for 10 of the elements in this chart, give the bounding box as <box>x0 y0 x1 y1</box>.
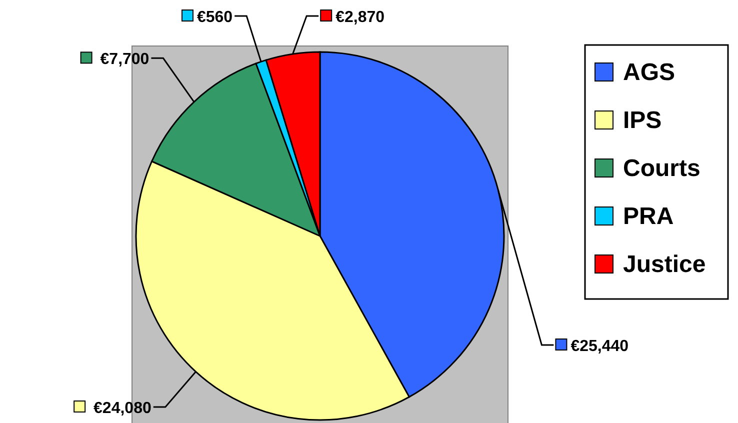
data-label: €24,080 <box>94 400 152 417</box>
legend-label: AGS <box>623 59 676 86</box>
data-label: €2,870 <box>336 9 385 26</box>
data-label: €7,700 <box>100 51 150 68</box>
data-label: €560 <box>196 9 233 26</box>
legend-label: IPS <box>623 107 662 134</box>
legend-label: Justice <box>623 251 706 278</box>
legend-label: Courts <box>623 155 700 182</box>
data-label: €25,440 <box>570 338 629 355</box>
legend-label: PRA <box>623 203 674 230</box>
